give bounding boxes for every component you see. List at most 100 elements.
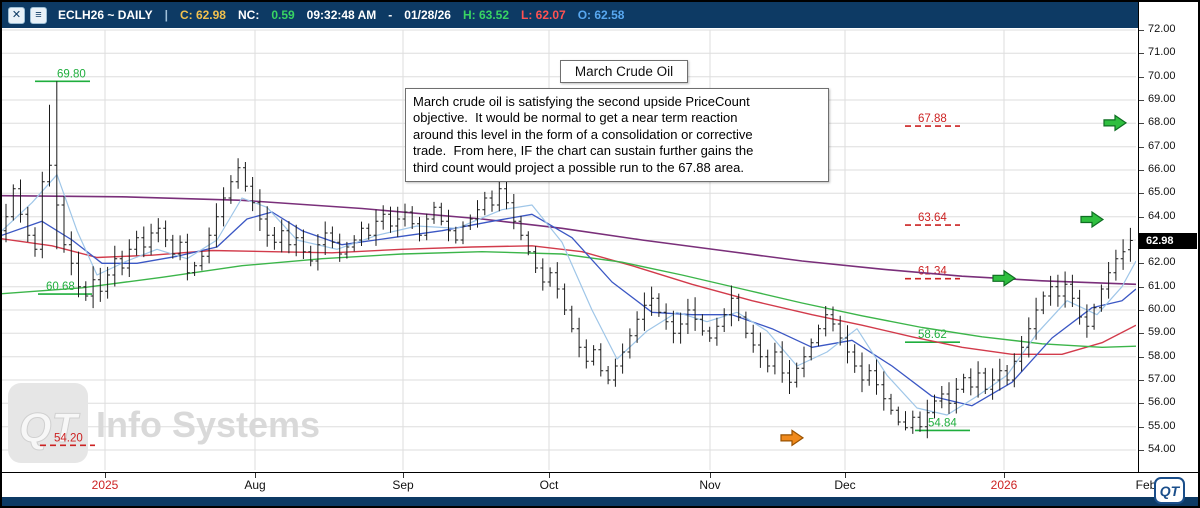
pricecount-label: 60.68 xyxy=(46,281,75,293)
y-axis-label: 56.00 xyxy=(1148,396,1176,409)
x-axis-tick xyxy=(403,473,404,478)
menu-icon: ≡ xyxy=(35,8,42,21)
y-axis-tick xyxy=(1139,356,1144,358)
y-axis-label: 69.00 xyxy=(1148,93,1176,105)
y-axis-tick xyxy=(1139,146,1144,148)
pricecount-label: 61.34 xyxy=(918,266,947,278)
y-axis-tick xyxy=(1139,380,1144,381)
quote-segment: - xyxy=(388,8,393,22)
commentary-line: around this level in the form of a conso… xyxy=(413,126,753,142)
y-axis-label: 54.00 xyxy=(1148,443,1176,455)
close-icon: ✕ xyxy=(11,8,22,21)
quote-strip: ECLH26 ~ DAILY | C: 62.98 NC: 0.59 09:32:48 A… xyxy=(58,8,636,22)
y-axis-label: 68.00 xyxy=(1148,116,1176,129)
x-axis-tick xyxy=(1004,473,1005,478)
x-axis-label: Sep xyxy=(392,478,414,492)
y-axis-label: 71.00 xyxy=(1148,46,1176,59)
x-axis-tick xyxy=(845,473,846,478)
toolbar: ✕ ≡ ECLH26 ~ DAILY | C: 62.98 NC: 0.59 09:32:… xyxy=(2,2,1138,28)
y-axis-tick xyxy=(1139,53,1144,55)
ma-short xyxy=(2,211,1136,407)
x-axis-label: Aug xyxy=(244,478,266,492)
svg-text:Info Systems: Info Systems xyxy=(96,404,320,445)
y-axis-tick xyxy=(1139,426,1144,428)
y-axis-tick xyxy=(1139,193,1144,195)
x-axis-label: Nov xyxy=(699,478,721,492)
y-axis-tick xyxy=(1139,310,1144,311)
svg-text:QT: QT xyxy=(19,404,81,452)
y-axis-tick xyxy=(1139,100,1144,101)
y-axis-label: 67.00 xyxy=(1148,139,1176,152)
qt-logo-text: QT xyxy=(1159,482,1180,499)
commentary-line: trade. From here, IF the chart can susta… xyxy=(413,143,754,159)
menu-button[interactable]: ≡ xyxy=(30,6,47,24)
footer-bar xyxy=(2,497,1198,506)
close-button[interactable]: ✕ xyxy=(8,6,25,24)
y-axis-label: 66.00 xyxy=(1148,163,1176,175)
chart-plot[interactable]: QT Info Systems 69.80 60.68 54.20 67.88 63.64 6… xyxy=(2,28,1136,472)
quote-segment: | xyxy=(164,8,168,22)
y-axis-tick xyxy=(1139,123,1144,125)
x-axis-tick xyxy=(710,473,711,478)
pricecount-label: 54.20 xyxy=(54,432,83,444)
y-axis-tick xyxy=(1139,76,1144,78)
commentary-line: objective. It would be normal to get a n… xyxy=(413,110,738,126)
y-axis-label: 55.00 xyxy=(1148,419,1176,432)
y-axis-tick xyxy=(1139,30,1144,31)
x-axis-label: 2026 xyxy=(990,478,1018,492)
quote-segment: NC: xyxy=(237,8,260,22)
green-arrow-icon xyxy=(992,269,1017,287)
x-axis-label: 2025 xyxy=(91,478,119,492)
pricecount-label: 67.88 xyxy=(918,113,947,125)
y-axis-tick xyxy=(1139,450,1144,451)
last-price-tag: 62.98 xyxy=(1139,232,1197,249)
annotation-arrows xyxy=(780,114,1128,447)
x-axis-label: Dec xyxy=(834,478,856,492)
ma-fast xyxy=(2,174,1136,416)
pricecount-label: 69.80 xyxy=(57,68,86,80)
x-axis-tick xyxy=(105,473,106,478)
orange-arrow-icon xyxy=(780,429,805,447)
y-axis-tick xyxy=(1139,333,1144,335)
moving-averages xyxy=(2,174,1136,416)
y-axis-tick xyxy=(1139,286,1144,288)
time-axis: 2025 Aug Sep Oct Nov Dec 2026 Feb xyxy=(2,472,1198,497)
y-axis-label: 65.00 xyxy=(1148,186,1176,199)
y-axis-tick xyxy=(1139,216,1144,218)
commentary-line: March crude oil is satisfying the second… xyxy=(413,94,750,109)
quote-segment: H: 63.52 xyxy=(462,8,510,22)
pricecount-label: 58.62 xyxy=(918,329,947,341)
y-axis-label: 61.00 xyxy=(1148,279,1176,292)
y-axis-tick xyxy=(1139,403,1144,405)
x-axis-label: Feb xyxy=(1135,478,1157,492)
y-axis-label: 57.00 xyxy=(1148,373,1176,385)
pricecount-label: 54.84 xyxy=(928,417,957,429)
commentary-box: March crude oil is satisfying the second… xyxy=(405,88,829,183)
quote-segment: O: 62.58 xyxy=(577,8,625,22)
y-axis-tick xyxy=(1139,170,1144,171)
x-axis-tick xyxy=(255,473,256,478)
quote-segment: L: 62.07 xyxy=(521,8,566,22)
quote-segment: 09:32:48 AM xyxy=(306,8,377,22)
green-arrow-icon xyxy=(1103,114,1128,132)
y-axis-label: 58.00 xyxy=(1148,349,1176,362)
y-axis-label: 62.00 xyxy=(1148,256,1176,269)
quote-segment: 01/28/26 xyxy=(404,8,451,22)
quote-segment: C: 62.98 xyxy=(179,8,226,22)
quote-segment: 0.59 xyxy=(271,8,295,22)
pricecount-levels: 69.80 60.68 54.20 67.88 63.64 61.34 58.62 54.84 xyxy=(35,68,970,447)
y-axis-tick xyxy=(1139,263,1144,265)
y-axis-label: 60.00 xyxy=(1148,303,1176,315)
watermark: QT Info Systems xyxy=(8,383,320,463)
ohlc-bars xyxy=(3,81,1133,439)
y-axis-label: 64.00 xyxy=(1148,209,1176,222)
ma-long xyxy=(2,194,1136,286)
y-axis-label: 72.00 xyxy=(1148,23,1176,35)
y-axis-label: 59.00 xyxy=(1148,326,1176,339)
y-axis-label: 70.00 xyxy=(1148,69,1176,82)
commentary-line: third count would project a possible run… xyxy=(413,159,744,175)
pricecount-label: 63.64 xyxy=(918,212,947,224)
x-axis-label: Oct xyxy=(539,478,559,492)
chart-title-box: March Crude Oil xyxy=(560,60,688,83)
